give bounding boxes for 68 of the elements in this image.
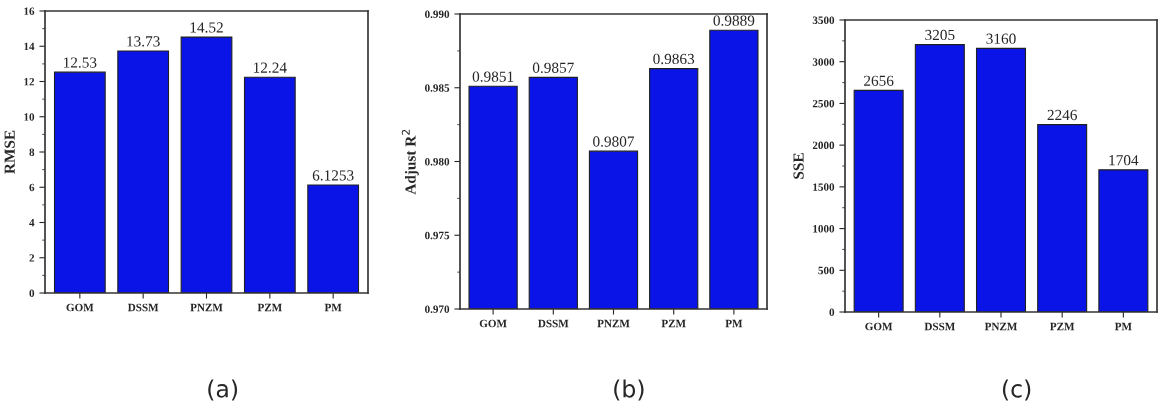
- y-tick-label: 12: [24, 78, 35, 86]
- y-tick-label: 8: [29, 148, 35, 156]
- data-label: 12.53: [63, 57, 97, 68]
- y-axis-title: Adjust R$^{2}$: [401, 129, 419, 195]
- y-tick-label: 6: [29, 183, 35, 192]
- x-tick-label: DSSM: [924, 322, 955, 331]
- data-label: 0.9851: [472, 71, 514, 82]
- y-tick-label: 3500: [812, 16, 835, 24]
- x-tick-label: PNZM: [984, 322, 1018, 331]
- text: (c): [1002, 379, 1031, 401]
- y-axis-title: SSE: [793, 153, 804, 179]
- x-tick-label: PM: [324, 303, 342, 312]
- x-tick-label: GOM: [865, 322, 893, 331]
- data-label: 3160: [986, 33, 1016, 44]
- bar: [180, 36, 233, 293]
- data-label: 13.73: [127, 36, 160, 47]
- y-tick-label: 500: [818, 266, 835, 275]
- bar: [914, 44, 965, 312]
- data-label: 0.9857: [532, 62, 574, 73]
- y-tick-label: 1000: [813, 225, 835, 233]
- y-tick-label: 2000: [812, 141, 835, 150]
- y-tick-label: 0: [29, 289, 35, 297]
- bar: [307, 184, 360, 293]
- data-label: 2656: [864, 75, 894, 86]
- x-tick-label: DSSM: [127, 303, 159, 312]
- y-axis-title: RMSE: [4, 130, 15, 174]
- y-tick-label: 10: [24, 113, 35, 121]
- y-tick-label: 2: [29, 254, 35, 262]
- x-tick-label: PZM: [257, 303, 282, 312]
- text: (b): [614, 379, 644, 401]
- data-label: 12.24: [253, 62, 287, 73]
- x-tick-label: PNZM: [597, 319, 630, 328]
- bar: [53, 71, 106, 293]
- data-label: 0.9807: [593, 136, 635, 147]
- bar: [243, 76, 296, 293]
- x-tick-label: PZM: [661, 319, 686, 328]
- data-label: 1704: [1109, 155, 1139, 166]
- y-tick-label: 0.985: [425, 84, 450, 92]
- bar: [1098, 169, 1149, 312]
- y-tick-label: 3000: [812, 58, 835, 66]
- y-tick-label: 14: [24, 42, 35, 51]
- data-label: 2246: [1047, 109, 1077, 121]
- bar: [975, 47, 1027, 312]
- x-tick-label: GOM: [479, 319, 507, 328]
- y-tick-label: 0: [829, 308, 835, 316]
- y-tick-label: 2500: [812, 99, 835, 108]
- text: (a): [208, 379, 238, 401]
- x-tick-label: DSSM: [538, 319, 569, 328]
- bar: [117, 50, 170, 293]
- y-tick-label: 4: [29, 219, 35, 227]
- y-tick-label: 16: [24, 7, 35, 15]
- x-tick-label: PM: [1114, 322, 1132, 331]
- x-tick-label: PM: [725, 319, 743, 328]
- data-label: 14.52: [190, 22, 223, 33]
- x-tick-label: PZM: [1050, 322, 1075, 331]
- bar: [1037, 124, 1088, 312]
- data-label: 6.1253: [312, 170, 354, 181]
- x-tick-label: GOM: [66, 303, 94, 312]
- data-label: 0.9889: [713, 15, 755, 26]
- y-tick-label: 0.970: [425, 305, 450, 314]
- data-label: 0.9863: [653, 53, 695, 65]
- y-tick-label: 1500: [813, 183, 835, 191]
- y-tick-label: 0.975: [425, 231, 450, 240]
- bar: [853, 89, 904, 312]
- data-label: 3205: [925, 29, 955, 41]
- x-tick-label: PNZM: [190, 303, 223, 312]
- y-tick-label: 0.990: [425, 10, 450, 19]
- y-tick-label: 0.980: [425, 157, 450, 166]
